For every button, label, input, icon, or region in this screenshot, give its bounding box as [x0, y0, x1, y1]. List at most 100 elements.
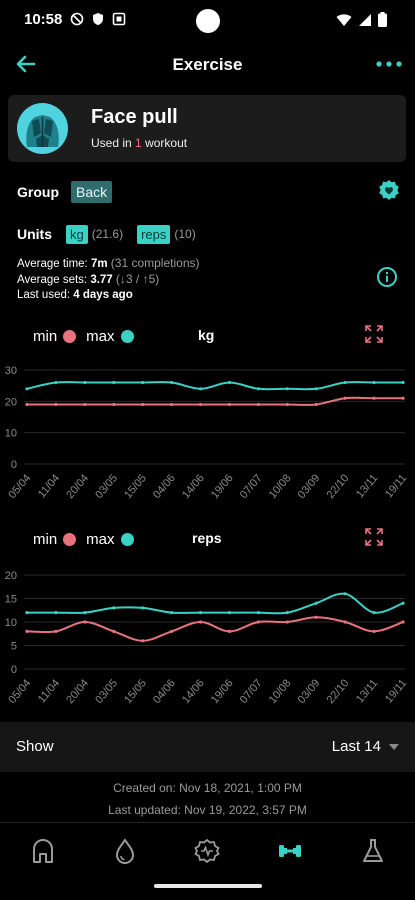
flask-icon[interactable] [359, 837, 387, 865]
y-tick-label: 15 [5, 594, 17, 606]
data-point-min [170, 629, 174, 633]
data-point-max [141, 380, 145, 385]
expand-icon[interactable] [365, 528, 383, 546]
back-arrow-icon[interactable] [12, 50, 40, 78]
y-tick-label: 0 [11, 664, 17, 676]
dumbbell-icon[interactable] [276, 837, 304, 865]
group-chip[interactable]: Back [71, 181, 113, 203]
data-point-max [314, 387, 318, 391]
created-on: Created on: Nov 18, 2021, 1:00 PM [113, 781, 302, 795]
data-point-max [25, 387, 29, 391]
unit-chip-reps[interactable]: reps [137, 224, 171, 244]
x-tick-label: 05/04 [6, 472, 33, 501]
data-point-min [112, 402, 116, 407]
data-point-min [372, 629, 376, 633]
data-point-max [25, 611, 29, 615]
data-point-min [256, 402, 260, 407]
data-point-min [343, 396, 347, 400]
data-point-min [112, 629, 116, 633]
status-bar: 10:58 [0, 0, 415, 42]
data-point-max [256, 611, 260, 615]
x-tick-label: 22/10 [325, 677, 352, 706]
x-tick-label: 20/04 [64, 677, 91, 706]
data-point-max [198, 387, 203, 391]
data-point-min [401, 620, 405, 624]
y-tick-label: 10 [5, 428, 17, 440]
y-tick-label: 0 [11, 459, 17, 471]
data-point-max [54, 380, 58, 385]
x-tick-label: 07/07 [238, 677, 265, 706]
data-point-max [343, 380, 347, 385]
exercise-usage: Used in 1 workout [91, 136, 188, 150]
data-point-min [372, 396, 376, 400]
data-point-max [83, 380, 87, 385]
show-range-select[interactable]: Last 14 [331, 738, 381, 755]
reps-line-chart: 0 5 10 15 20 05/04 11/04 20/04 03/05 15/05 04/06 14… [5, 570, 410, 706]
data-point-min [141, 639, 145, 643]
home-icon[interactable] [29, 837, 57, 865]
x-tick-label: 13/11 [354, 472, 380, 500]
data-point-min [314, 615, 318, 619]
data-point-max [372, 380, 376, 385]
average-sets: Average sets: 3.77 (↓3 / ↑5) [17, 272, 160, 286]
y-tick-label: 30 [5, 365, 17, 377]
data-point-min [198, 620, 203, 624]
expand-icon[interactable] [365, 325, 383, 343]
chart-title-reps: reps [192, 530, 222, 546]
series-line-min [26, 396, 403, 406]
data-point-min [343, 620, 347, 624]
x-tick-label: 11/04 [36, 677, 62, 705]
data-point-min [285, 620, 289, 624]
data-point-min [83, 620, 87, 624]
legend-max-label: max [86, 530, 115, 548]
x-tick-label: 13/11 [354, 677, 380, 705]
home-indicator [154, 884, 262, 888]
more-options-icon[interactable] [375, 54, 403, 74]
data-point-min [227, 629, 232, 633]
data-point-max [285, 611, 289, 615]
page-title: Exercise [172, 55, 243, 74]
dropdown-caret-icon[interactable] [389, 743, 399, 751]
data-point-max [54, 611, 58, 615]
notification-icon [112, 12, 126, 26]
group-label: Group [17, 184, 59, 200]
series-line-min [26, 616, 404, 642]
data-point-min [170, 402, 174, 407]
y-tick-label: 20 [5, 570, 17, 582]
x-tick-label: 19/06 [209, 472, 236, 501]
water-drop-icon[interactable] [111, 837, 139, 865]
unit-chip-kg[interactable]: kg [66, 224, 88, 244]
kg-line-chart: 0 10 20 30 05/04 11/04 20/04 03/05 15/05 04/06 14/… [5, 365, 410, 501]
data-point-max [83, 611, 87, 615]
data-point-max [112, 380, 116, 385]
data-point-min [54, 402, 58, 407]
data-point-max [112, 606, 116, 610]
back-muscle-icon [26, 115, 59, 147]
y-tick-label: 10 [5, 617, 17, 629]
usage-count: 1 [135, 136, 142, 150]
units-label: Units [17, 226, 52, 242]
series-line-max [27, 592, 404, 615]
data-point-max [227, 380, 232, 385]
status-time: 10:58 [24, 11, 63, 28]
data-point-min [401, 396, 405, 400]
data-point-max [141, 606, 145, 610]
last-used: Last used: 4 days ago [17, 289, 133, 301]
data-point-min [227, 402, 232, 407]
exercise-avatar [17, 103, 68, 154]
legend-min-label: min [33, 327, 58, 345]
info-icon[interactable] [376, 266, 398, 288]
x-tick-label: 10/08 [267, 472, 294, 501]
unit-kg-value: (21.6) [91, 227, 124, 241]
data-point-min [314, 402, 318, 407]
legend-max-dot [120, 329, 134, 343]
show-range-row[interactable]: Show Last 14 [0, 722, 415, 772]
chart-legend-reps: min max [33, 529, 144, 549]
data-point-max [227, 611, 232, 615]
x-tick-label: 15/05 [122, 677, 149, 706]
data-point-min [54, 629, 58, 633]
favorite-heart-icon[interactable] [378, 179, 400, 201]
heart-pulse-icon[interactable] [193, 837, 221, 865]
x-tick-label: 04/06 [151, 677, 178, 706]
data-point-max [256, 387, 260, 391]
